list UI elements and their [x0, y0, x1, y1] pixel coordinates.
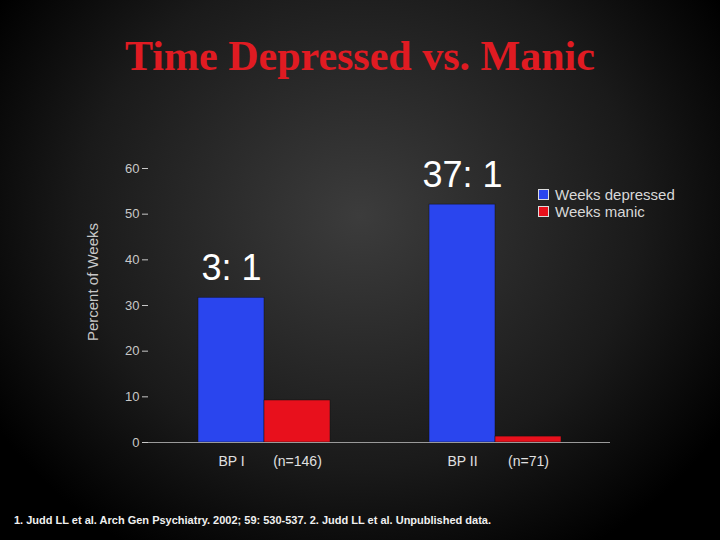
svg-text:30: 30 — [125, 298, 139, 313]
svg-text:BP I: BP I — [218, 453, 244, 469]
svg-text:20: 20 — [125, 343, 139, 358]
svg-text:(n=71): (n=71) — [508, 453, 549, 469]
html-text:Weeks manic: Weeks manic — [555, 203, 645, 220]
svg-text:50: 50 — [125, 206, 139, 221]
html-text:1. Judd LL et al. Arch Gen Psy: 1. Judd LL et al. Arch Gen Psychiatry. 2… — [14, 514, 491, 526]
svg-text:0: 0 — [132, 435, 139, 450]
svg-text:37: 1: 37: 1 — [422, 154, 502, 195]
svg-text:BP II: BP II — [447, 453, 477, 469]
html-text:Weeks depressed: Weeks depressed — [555, 186, 675, 203]
svg-text:3: 1: 3: 1 — [201, 247, 261, 288]
html-text:Percent of Weeks: Percent of Weeks — [83, 222, 101, 342]
svg-text:10: 10 — [125, 389, 139, 404]
html-text:Time Depressed vs. Manic: Time Depressed vs. Manic — [125, 33, 595, 79]
svg-text:(n=146): (n=146) — [273, 453, 322, 469]
svg-text:40: 40 — [125, 252, 139, 267]
svg-text:60: 60 — [125, 161, 139, 176]
